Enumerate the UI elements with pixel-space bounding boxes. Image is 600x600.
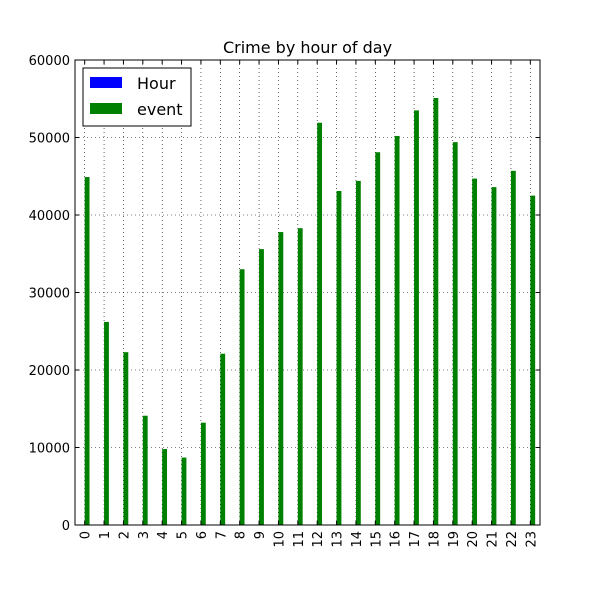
x-tick-label: 21 (486, 531, 501, 548)
bar-event-4 (162, 449, 168, 525)
x-tick-label: 18 (427, 531, 442, 548)
x-tick-label: 2 (117, 531, 132, 539)
legend: Hour event (82, 67, 192, 127)
bar-event-20 (472, 178, 478, 525)
y-tick-label: 30000 (29, 287, 70, 302)
x-tick-label: 1 (98, 531, 113, 539)
x-tick-label: 0 (79, 531, 94, 539)
bar-event-9 (259, 249, 264, 525)
legend-label-event: event (137, 100, 183, 119)
y-tick-label: 50000 (29, 132, 70, 147)
bar-event-21 (491, 187, 497, 525)
bar-event-6 (200, 422, 206, 525)
bar-event-11 (297, 228, 303, 526)
bars (84, 97, 536, 526)
x-tick-label: 16 (389, 531, 404, 548)
bar-event-2 (123, 352, 129, 525)
bar-event-10 (278, 232, 284, 526)
bar-event-15 (375, 152, 381, 525)
x-tick-label: 5 (176, 531, 191, 539)
y-tick-label: 0 (62, 519, 70, 534)
bar-event-13 (336, 190, 342, 525)
bar-event-1 (104, 321, 109, 525)
x-tick-label: 17 (408, 531, 423, 548)
x-tick-label: 3 (137, 531, 152, 539)
x-tick-label: 19 (447, 531, 462, 548)
chart-title: Crime by hour of day (223, 38, 392, 57)
x-tick-label: 12 (311, 531, 326, 548)
x-tick-label: 23 (524, 531, 539, 548)
bar-event-17 (414, 110, 419, 525)
x-tick-label: 20 (466, 531, 481, 548)
bar-event-18 (433, 97, 439, 525)
legend-swatch-event (90, 103, 122, 114)
bar-event-16 (394, 135, 400, 525)
x-tick-label: 15 (369, 531, 384, 548)
x-tick-label: 13 (331, 531, 346, 548)
x-tick-label: 7 (214, 531, 229, 539)
bar-event-3 (142, 415, 148, 525)
x-tick-label: 6 (195, 531, 210, 539)
x-tick-label: 10 (272, 531, 287, 548)
bar-event-7 (220, 353, 226, 525)
x-tick-label: 9 (253, 531, 268, 539)
bar-event-19 (452, 142, 458, 525)
x-tick-label: 14 (350, 531, 365, 548)
bar-event-14 (355, 180, 361, 525)
bar-event-12 (317, 122, 323, 526)
x-tick-label: 22 (505, 531, 520, 548)
y-tick-label: 40000 (29, 209, 70, 224)
x-tick-label: 4 (156, 531, 171, 539)
bar-event-8 (239, 269, 245, 525)
y-tick-label: 20000 (29, 364, 70, 379)
x-tick-label: 11 (292, 531, 307, 548)
y-tick-label: 10000 (29, 442, 70, 457)
legend-label-hour: Hour (137, 74, 176, 93)
bar-event-5 (181, 457, 187, 525)
bar-event-0 (84, 177, 90, 525)
y-tick-label: 60000 (29, 54, 70, 69)
bar-event-22 (510, 170, 516, 525)
legend-swatch-hour (90, 77, 122, 88)
bar-event-23 (530, 195, 536, 525)
x-tick-label: 8 (234, 531, 249, 539)
